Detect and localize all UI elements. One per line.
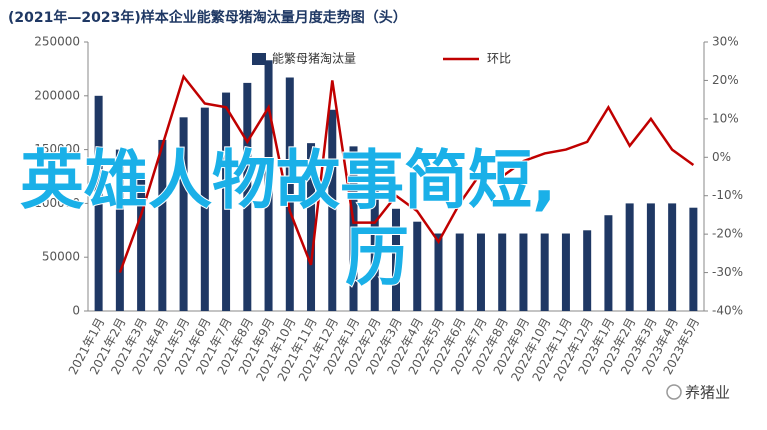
y-tick-label: 200000 <box>34 88 80 102</box>
bar <box>498 233 507 311</box>
y2-tick-label: -10% <box>712 188 743 202</box>
bar <box>243 82 252 311</box>
legend-swatch <box>252 53 266 65</box>
bar <box>434 233 443 311</box>
y2-tick-label: 20% <box>712 73 739 87</box>
y2-tick-label: -40% <box>712 304 743 318</box>
y2-tick-label: -30% <box>712 265 743 279</box>
bar <box>370 187 379 311</box>
bar <box>583 230 592 311</box>
legend-label: 能繁母猪淘汰量 <box>272 51 356 66</box>
bar <box>158 139 167 311</box>
bar <box>200 107 209 311</box>
legend-label: 环比 <box>487 52 511 66</box>
bar <box>540 233 549 311</box>
y-tick-label: 150000 <box>34 142 80 156</box>
bar <box>455 233 464 311</box>
bar <box>413 221 422 311</box>
bar <box>94 95 103 311</box>
overlay-text: 英雄人物故事简短, <box>20 145 556 219</box>
line <box>118 73 695 274</box>
y2-tick-label: 30% <box>712 35 739 49</box>
bar <box>646 203 655 311</box>
y-tick-label: 100000 <box>34 196 80 210</box>
y2-tick-label: -20% <box>712 227 743 241</box>
bar <box>179 117 188 311</box>
bar <box>519 233 528 311</box>
bar <box>222 92 231 312</box>
bar <box>689 207 698 311</box>
bar <box>668 203 677 311</box>
watermark-icon <box>666 384 682 400</box>
bar <box>604 215 613 311</box>
y2-tick-label: 10% <box>712 111 739 125</box>
bar <box>307 143 316 311</box>
bar <box>476 233 485 311</box>
overlay-text: 历 <box>345 222 409 296</box>
y-tick-label: 250000 <box>34 35 80 49</box>
bar <box>115 149 124 311</box>
y2-tick-label: 0% <box>712 150 731 164</box>
bar <box>137 176 146 311</box>
chart-title: (2021年—2023年)样本企业能繁母猪淘汰量月度走势图（头） <box>8 9 407 26</box>
bar <box>625 203 634 311</box>
bar <box>392 208 400 311</box>
watermark: 养猪业 <box>685 384 730 402</box>
y-tick-label: 50000 <box>42 250 80 264</box>
bar <box>264 60 273 312</box>
y-tick-label: 0 <box>72 304 80 318</box>
bar <box>285 77 294 312</box>
bar <box>561 233 570 311</box>
bar <box>328 109 337 312</box>
bar <box>349 146 358 311</box>
